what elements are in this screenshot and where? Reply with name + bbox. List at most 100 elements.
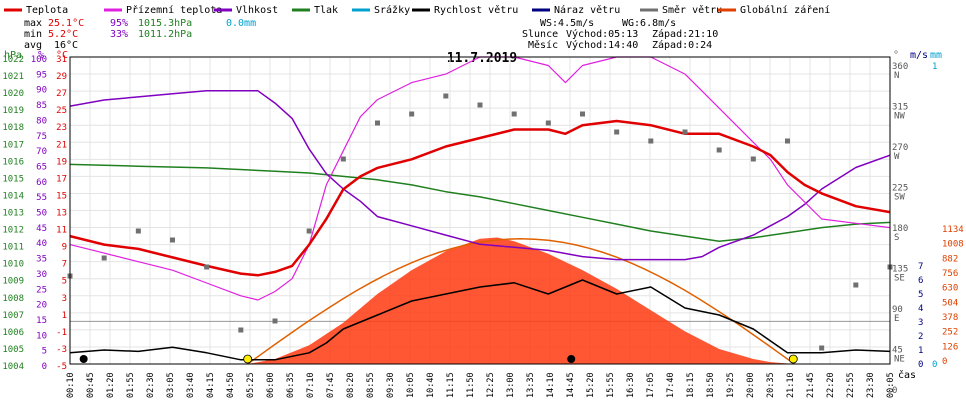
x-tick-label: 16:30 (626, 372, 636, 398)
series-wind-direction-point (306, 228, 312, 234)
rain-tick: 0 (932, 360, 937, 370)
series-radiation-area (247, 237, 795, 364)
humidity-tick: 100 (31, 55, 47, 65)
stat-max-hum: 95% (110, 18, 128, 29)
series-humidity-line (69, 90, 891, 261)
stat-min-press: 1011.2hPa (138, 29, 192, 40)
pressure-tick: 1022 (2, 55, 24, 65)
rain-tick: 1 (932, 62, 937, 72)
humidity-tick: 15 (36, 316, 47, 326)
x-tick-label: 05:25 (246, 372, 256, 398)
humidity-tick: 85 (36, 101, 47, 111)
direction-tick: 0 (892, 386, 897, 396)
wind-tick: 5 (918, 290, 923, 300)
legend-label-1: Teplota (26, 5, 68, 16)
direction-tick-label: E (894, 314, 899, 324)
stat-min-temp: 5.2°C (48, 29, 78, 40)
moon-label: Měsíc (528, 39, 558, 51)
pressure-tick: 1007 (2, 311, 24, 321)
direction-tick: 90 (892, 305, 903, 315)
x-tick-label: 03:05 (166, 372, 176, 398)
temperature-tick: 5 (62, 277, 67, 287)
direction-tick-label: NE (894, 355, 905, 365)
series-wind-direction-point (614, 129, 620, 135)
x-tick-label: 08:20 (346, 372, 356, 398)
series-radiation-clearsky (247, 238, 795, 365)
stat-max-label: max (24, 18, 42, 29)
temperature-unit: °C (56, 50, 68, 61)
x-tick-label: 21:10 (786, 372, 796, 398)
x-tick-label: 06:00 (266, 372, 276, 398)
x-tick-label: 22:55 (846, 372, 856, 398)
stat-max-temp: 25.1°C (48, 18, 84, 29)
series-wind-direction-point (170, 237, 175, 243)
wind-tick: 3 (918, 318, 923, 328)
series-wind-speed-line (69, 279, 891, 361)
series-wind-direction-point (682, 129, 688, 135)
humidity-unit: % (38, 50, 44, 61)
humidity-tick: 30 (36, 270, 47, 280)
wind-tick: 1 (918, 346, 923, 356)
humidity-tick: 70 (36, 147, 47, 157)
temperature-tick: 7 (62, 260, 67, 270)
pressure-tick: 1016 (2, 157, 24, 167)
direction-tick: 270 (892, 143, 908, 153)
temperature-tick: 23 (56, 123, 67, 133)
series-wind-direction-point (204, 264, 210, 270)
temperature-tick: 13 (56, 209, 67, 219)
wind-unit: m/s (910, 50, 928, 61)
temperature-tick: 19 (56, 157, 67, 167)
pressure-tick: 1005 (2, 345, 24, 355)
humidity-tick: 40 (36, 239, 47, 249)
series-wind-direction-point (716, 147, 722, 153)
series-wind-direction-point (511, 111, 517, 117)
pressure-tick: 1014 (2, 191, 24, 201)
direction-tick-label: S (894, 233, 899, 243)
series-wind-direction-point (409, 111, 415, 117)
direction-tick: 180 (892, 224, 908, 234)
radiation-tick: 882 (942, 254, 958, 264)
wind-wg: WG:6.8m/s (622, 18, 676, 29)
radiation-tick: 378 (942, 313, 958, 323)
moon-marker-1 (79, 355, 88, 363)
series-wind-direction-point (477, 102, 483, 108)
sun-label: Slunce (522, 29, 558, 40)
humidity-tick: 35 (36, 255, 47, 265)
series-wind-direction-point (648, 138, 654, 144)
direction-tick: 360 (892, 62, 908, 72)
legend-label-3: Vlhkost (236, 5, 278, 16)
x-tick-label: 01:55 (126, 372, 136, 398)
rain-unit: mm (930, 50, 942, 61)
temperature-tick: 17 (56, 174, 67, 184)
pressure-tick: 1017 (2, 140, 24, 150)
plot-frame (69, 56, 891, 365)
moon-rise: Východ:14:40 (566, 39, 638, 51)
x-tick-label: 01:20 (106, 372, 116, 398)
x-tick-label: 17:40 (666, 372, 676, 398)
chart-title: 11.7.2019 (447, 51, 517, 66)
x-tick-label: 10:05 (406, 372, 416, 398)
humidity-tick: 80 (36, 116, 47, 126)
axes: 1022102110201019101810171016101510141013… (2, 55, 963, 398)
pressure-tick: 1004 (2, 362, 24, 372)
wind-tick: 2 (918, 332, 923, 342)
pressure-tick: 1009 (2, 277, 24, 287)
x-tick-label: 23:30 (866, 372, 876, 398)
x-tick-label: 11:50 (466, 372, 476, 398)
stat-max-rain: 0.0mm (226, 18, 256, 29)
temperature-tick: -3 (56, 345, 67, 355)
temperature-tick: 21 (56, 140, 67, 150)
humidity-tick: 20 (36, 301, 47, 311)
direction-tick-label: W (894, 152, 900, 162)
radiation-tick: 0 (942, 357, 947, 367)
legend-label-2: Přízemní teplota (126, 4, 222, 16)
radiation-tick: 1008 (942, 240, 964, 250)
temperature-tick: 29 (56, 72, 67, 82)
x-tick-label: 13:35 (526, 372, 536, 398)
pressure-tick: 1008 (2, 294, 24, 304)
humidity-tick: 75 (36, 132, 47, 142)
direction-tick: 315 (892, 103, 908, 113)
x-tick-label: 02:30 (146, 372, 156, 398)
x-tick-label: 04:50 (226, 372, 236, 398)
direction-tick-label: NW (894, 112, 905, 122)
